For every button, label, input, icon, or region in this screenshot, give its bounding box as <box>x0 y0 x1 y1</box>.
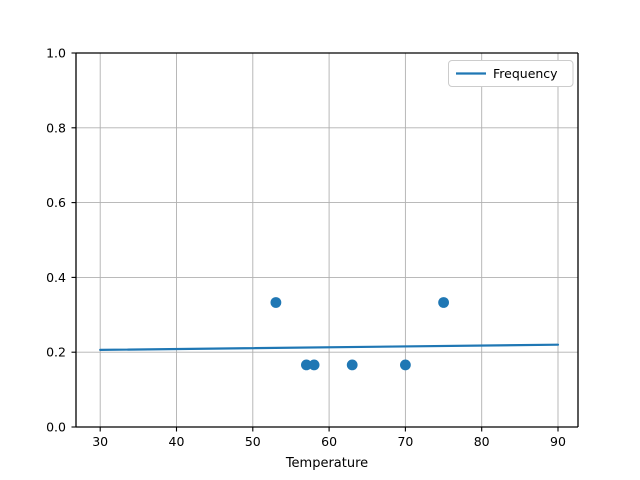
x-tick-label: 70 <box>397 434 413 449</box>
y-tick-label: 1.0 <box>46 46 66 61</box>
x-axis-title: Temperature <box>285 456 368 471</box>
y-tick-label: 0.8 <box>46 120 66 135</box>
series-line-frequency <box>99 343 560 351</box>
legend-label-frequency: Frequency <box>493 66 558 81</box>
legend-box <box>448 60 574 87</box>
x-tick-label: 80 <box>474 434 490 449</box>
axis-spines <box>75 52 579 428</box>
scatter-point <box>270 297 282 308</box>
plot-area-background <box>76 53 578 427</box>
x-gridlines <box>99 53 559 427</box>
scatter-point <box>301 359 312 371</box>
y-tick-label: 0.2 <box>46 345 66 360</box>
x-tick-label: 30 <box>92 434 108 449</box>
x-tick-labels: 30 40 50 60 70 80 90 <box>92 434 566 449</box>
scatter-point <box>438 297 449 308</box>
x-tick-marks <box>99 427 559 432</box>
y-tick-label: 0.6 <box>46 195 66 210</box>
x-tick-label: 90 <box>550 434 566 449</box>
scatter-point <box>346 359 358 371</box>
y-tick-labels: 0.0 0.2 0.4 0.6 0.8 1.0 <box>46 46 66 435</box>
scatter-point <box>308 359 320 371</box>
x-tick-label: 60 <box>321 434 337 449</box>
series-scatter-observations <box>270 297 449 371</box>
legend[interactable]: Frequency <box>448 60 574 87</box>
x-tick-label: 50 <box>245 434 261 449</box>
y-tick-label: 0.0 <box>46 420 66 435</box>
y-tick-label: 0.4 <box>46 270 66 285</box>
scatter-point <box>400 359 411 371</box>
x-tick-label: 40 <box>169 434 185 449</box>
y-tick-marks <box>71 52 76 428</box>
